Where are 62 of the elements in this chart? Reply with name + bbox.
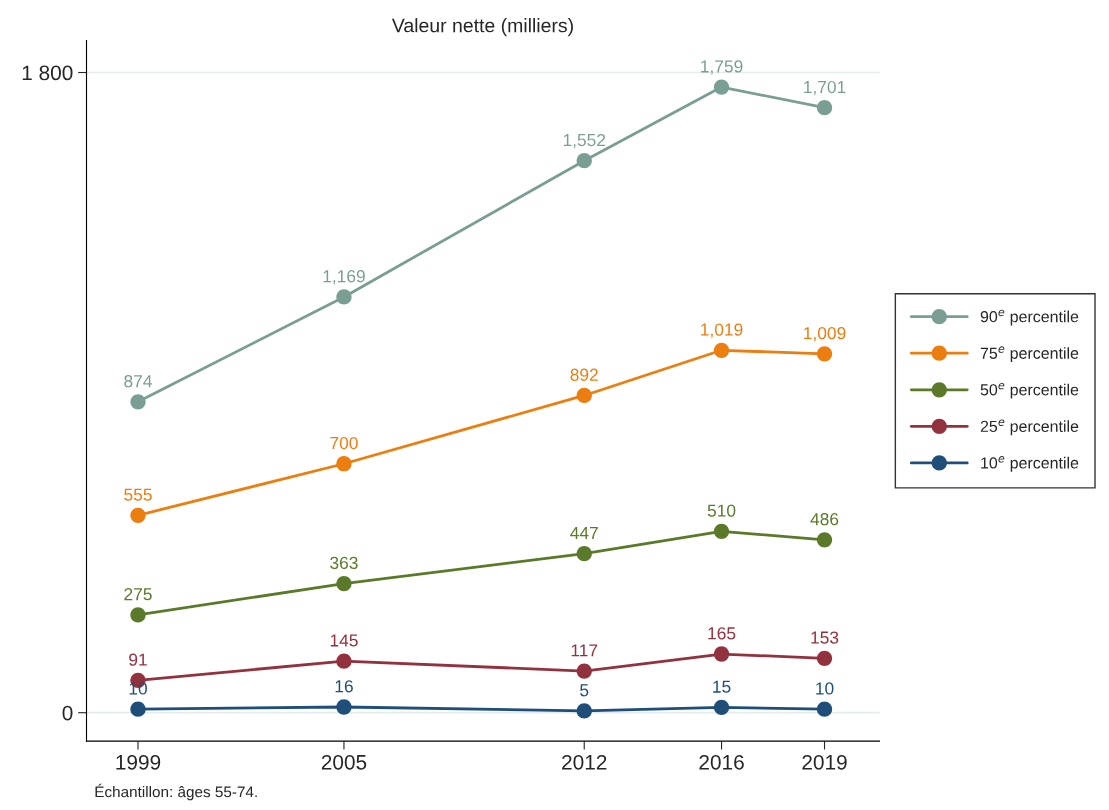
data-label: 874	[124, 375, 152, 388]
data-label: 15	[713, 680, 731, 693]
point	[713, 699, 730, 715]
x-tick-label: 1999	[116, 754, 161, 770]
data-label: 363	[330, 556, 358, 570]
data-label: 892	[570, 368, 598, 381]
data-label: 16	[335, 680, 353, 693]
point	[130, 507, 146, 523]
data-label: 165	[708, 627, 736, 640]
point	[816, 650, 833, 666]
data-label: 91	[129, 653, 147, 666]
point	[336, 699, 352, 715]
x-tick-label: 2012	[562, 754, 607, 770]
point	[130, 394, 146, 410]
data-label: 1,019	[701, 323, 743, 338]
data-label: 1,009	[804, 327, 846, 342]
x-tick-label: 2005	[321, 754, 367, 770]
point	[576, 663, 592, 679]
legend-label: 90$^{e}$ percentile	[980, 309, 1079, 326]
point	[816, 346, 833, 362]
data-label: 555	[124, 488, 152, 501]
point	[336, 289, 352, 305]
data-label: 145	[330, 634, 358, 647]
point	[713, 79, 730, 95]
point	[816, 532, 833, 548]
data-label: 153	[811, 631, 839, 644]
data-label: 1,759	[701, 60, 743, 75]
data-label: 486	[810, 513, 839, 526]
point	[713, 342, 730, 358]
point	[576, 153, 592, 169]
point	[336, 456, 352, 472]
point	[336, 575, 352, 592]
data-label: 5	[580, 684, 589, 697]
point	[336, 653, 352, 669]
point	[816, 100, 833, 116]
point	[816, 701, 833, 717]
point	[713, 523, 730, 539]
legend-label: 25$^{e}$ percentile	[980, 419, 1079, 436]
legend-label: 50$^{e}$ percentile	[980, 382, 1079, 399]
data-label: 1,169	[323, 270, 365, 285]
data-label: 1,701	[804, 80, 846, 96]
point	[130, 701, 146, 717]
legend-label: 10$^{e}$ percentile	[981, 456, 1079, 472]
point	[576, 387, 592, 404]
data-label: 275	[124, 588, 152, 601]
y-tick-label: 0	[62, 705, 73, 721]
legend-label: 75$^{e}$ percentile	[980, 346, 1079, 363]
y-tick-label: 1 800	[22, 65, 73, 81]
point	[576, 703, 592, 719]
data-label: 10	[816, 682, 834, 695]
text: Échantillon: âges 55-74.	[95, 783, 257, 801]
data-label: 117	[571, 644, 598, 657]
chart-title: Valeur nette (milliers)	[391, 18, 573, 37]
point	[713, 646, 730, 662]
point	[130, 607, 146, 623]
data-label: 447	[570, 527, 598, 539]
x-tick-label: 2016	[699, 754, 744, 770]
point	[576, 546, 592, 562]
data-label: 700	[330, 436, 358, 450]
data-label: 510	[707, 504, 736, 517]
x-tick-label: 2019	[802, 754, 847, 770]
data-label: 1,552	[563, 133, 606, 149]
